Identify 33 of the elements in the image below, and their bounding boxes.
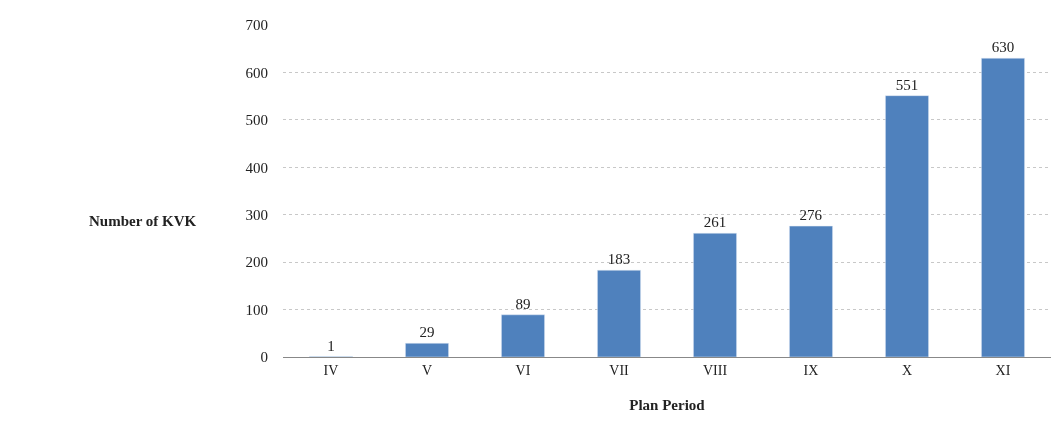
y-tick-label: 400	[245, 159, 268, 176]
y-tick-label: 100	[245, 301, 268, 318]
bar	[885, 95, 929, 357]
y-tick-label: 200	[245, 254, 268, 271]
bar	[789, 225, 833, 357]
x-tick-label: VIII	[702, 362, 728, 378]
bar	[501, 314, 545, 357]
x-tick-label: IV	[323, 362, 339, 378]
data-label: 630	[991, 39, 1015, 56]
x-tick-label: VI	[515, 362, 531, 378]
data-label: 551	[895, 76, 919, 93]
data-label: 89	[515, 295, 531, 312]
y-tick-label: 300	[245, 206, 268, 223]
y-tick-label: 600	[245, 64, 268, 81]
bar	[981, 57, 1025, 357]
bar	[405, 343, 449, 357]
x-tick-label: X	[901, 362, 913, 378]
x-axis-title: Plan Period	[629, 396, 706, 413]
y-tick-label: 0	[260, 349, 268, 366]
x-tick-label: VII	[609, 362, 630, 378]
data-label: 276	[799, 207, 823, 224]
data-label: 261	[703, 214, 727, 231]
bar	[597, 269, 641, 357]
data-label: 183	[607, 251, 631, 268]
y-tick-label: 700	[245, 17, 268, 34]
x-tick-label: V	[421, 362, 433, 378]
x-tick-label: IX	[803, 362, 819, 378]
x-tick-label: XI	[995, 362, 1011, 378]
data-label: 1	[327, 337, 335, 354]
bar	[693, 232, 737, 357]
data-label: 29	[419, 324, 435, 341]
y-tick-label: 500	[245, 112, 268, 129]
y-axis-title: Number of KVK	[89, 213, 197, 229]
